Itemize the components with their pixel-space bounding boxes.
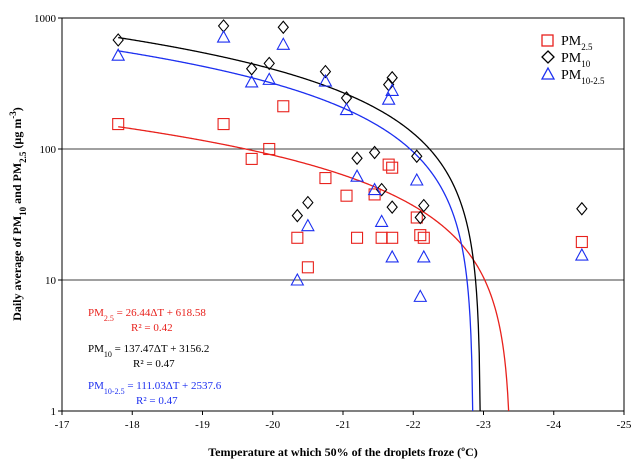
- x-tick-label: -25: [617, 419, 632, 431]
- point-pm10: [112, 33, 124, 47]
- point-pm25: [382, 158, 395, 171]
- point-pm25: [301, 261, 314, 274]
- point-pm10: [277, 20, 290, 35]
- x-tick-label: -18: [125, 419, 140, 431]
- point-pm25: [112, 118, 125, 131]
- point-pm1025: [416, 249, 431, 263]
- y-tick-label: 10: [45, 275, 57, 287]
- point-pm1025: [300, 218, 315, 232]
- legend-label-pm10: PM10: [561, 51, 591, 69]
- point-pm25: [386, 161, 399, 174]
- point-pm1025: [385, 249, 400, 263]
- x-tick-label: -17: [55, 419, 70, 431]
- point-pm25: [277, 100, 290, 113]
- x-tick-label: -19: [195, 419, 210, 431]
- x-tick-label: -20: [265, 419, 280, 431]
- point-pm25: [414, 229, 427, 242]
- point-pm10: [411, 149, 423, 164]
- point-pm1025: [409, 172, 424, 186]
- fit-curve-pm10: [118, 36, 481, 412]
- point-pm10: [368, 145, 381, 160]
- legend-label-pm1025: PM10-2.5: [561, 68, 605, 86]
- point-pm1025: [413, 289, 428, 302]
- y-tick-label: 1: [51, 406, 57, 418]
- equation-pm10: PM10 = 137.47ΔT + 3156.2: [88, 343, 209, 359]
- point-pm25: [410, 211, 423, 224]
- point-pm10: [414, 210, 426, 225]
- point-pm25: [263, 142, 276, 156]
- fit-curves: [118, 36, 510, 412]
- point-pm1025: [216, 29, 231, 43]
- point-pm10: [576, 201, 588, 216]
- legend-marker-pm25: [541, 34, 554, 47]
- point-pm25: [350, 231, 364, 244]
- point-pm10: [291, 208, 304, 223]
- r2-pm25: R² = 0.42: [131, 322, 173, 334]
- point-pm1025: [367, 182, 382, 196]
- point-pm10: [418, 198, 430, 213]
- y-axis-title: Daily average of PM10 and PM2.5 (µg m-3): [8, 107, 28, 321]
- point-pm10: [302, 195, 314, 210]
- point-pm10: [319, 64, 332, 79]
- y-tick-label: 100: [40, 144, 57, 156]
- equation-pm25: PM2.5 = 26.44ΔT + 618.58: [88, 307, 206, 323]
- point-pm10: [386, 200, 398, 214]
- gridlines: [62, 148, 624, 281]
- r2-pm1025: R² = 0.47: [136, 395, 178, 407]
- point-pm25: [417, 231, 430, 244]
- point-pm1025: [276, 37, 291, 50]
- point-pm1025: [381, 92, 396, 105]
- point-pm10: [245, 61, 258, 76]
- point-pm1025: [262, 72, 277, 85]
- point-pm25: [386, 231, 399, 244]
- point-pm10: [351, 151, 363, 166]
- legend: PM2.5 PM10 PM10-2.5: [540, 34, 605, 86]
- plot-area: [61, 17, 625, 412]
- point-pm25: [575, 235, 588, 249]
- x-tick-label: -24: [546, 419, 561, 431]
- x-tick-label: -21: [336, 419, 351, 431]
- point-pm25: [217, 118, 230, 131]
- point-pm1025: [385, 83, 400, 96]
- x-tick-label: -23: [476, 419, 491, 431]
- point-pm25: [245, 152, 258, 165]
- data-points: [111, 19, 589, 302]
- x-axis-title: Temperature at which 50% of the droplets…: [208, 445, 477, 459]
- y-axis-ticks: 1 10 100 1000: [34, 13, 62, 418]
- point-pm25: [291, 231, 304, 244]
- legend-marker-pm1025: [540, 66, 556, 80]
- fit-equations: PM2.5 = 26.44ΔT + 618.58 R² = 0.42 PM10 …: [88, 307, 222, 407]
- equation-pm1025: PM10-2.5 = 111.03ΔT + 2537.6: [88, 380, 222, 396]
- point-pm25: [319, 172, 332, 185]
- fit-curve-pm25: [118, 126, 510, 412]
- point-pm1025: [318, 73, 333, 87]
- legend-label-pm25: PM2.5: [561, 34, 593, 52]
- point-pm1025: [574, 247, 589, 261]
- point-pm1025: [374, 214, 389, 227]
- y-tick-label: 1000: [34, 13, 57, 25]
- r2-pm10: R² = 0.47: [133, 358, 175, 370]
- point-pm1025: [339, 102, 354, 116]
- point-pm25: [340, 189, 353, 202]
- x-tick-label: -22: [406, 419, 421, 431]
- point-pm1025: [290, 272, 305, 286]
- legend-marker-pm10: [541, 50, 555, 64]
- point-pm1025: [350, 169, 364, 182]
- point-pm10: [263, 56, 275, 71]
- fit-curve-pm1025: [118, 50, 474, 412]
- point-pm10: [375, 182, 388, 197]
- x-axis-ticks: -17 -18 -19 -20 -21 -22 -23 -24 -25: [55, 411, 632, 431]
- point-pm1025: [111, 48, 126, 61]
- point-pm1025: [244, 74, 259, 88]
